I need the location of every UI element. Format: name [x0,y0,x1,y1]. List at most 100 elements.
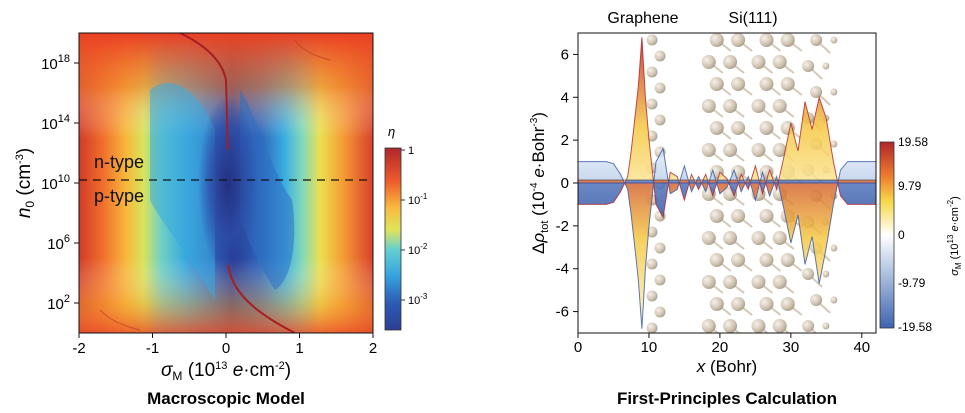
atom [759,209,774,223]
atom [646,322,658,333]
fp-y-tick-label: -6 [556,304,569,321]
atom [772,231,787,245]
eta-colorbar [384,147,402,331]
atom [751,319,766,333]
atom [654,306,666,318]
fp-x-tick-label: 0 [574,339,582,356]
atom [654,114,666,126]
fp-y-tick-label: 4 [561,89,569,106]
atom [802,320,815,332]
fp-x-tick-label: 20 [712,339,729,356]
heatmap-y-ticks: 102 106 1010 1014 1018 [41,53,79,313]
atom [759,253,774,267]
atom [731,33,746,47]
atom [709,77,724,91]
fp-y-ticks: -6 -4 -2 0 2 4 6 [556,46,578,321]
sigma-colorbar [879,141,895,329]
heatmap-x-tick-label: -1 [146,340,159,357]
fp-x-tick-label: 30 [783,339,800,356]
atom [759,33,774,47]
fp-y-tick-label: -4 [556,261,569,278]
negative-charge-fill-lower [578,180,876,329]
fp-y-axis-label: Δρtot (10-4 e·Bohr-3) [529,112,551,254]
atom [830,296,838,304]
eta-tick-1e-3: 10-3 [408,292,428,307]
eta-tick-1e-2: 10-2 [408,242,428,257]
atom [772,99,787,113]
heatmap-y-tick-label: 1014 [41,113,70,133]
atom [723,143,738,157]
eta-tick-1: 1 [408,145,414,157]
atom [822,322,830,330]
atom [822,270,830,278]
charge-density-fills [578,37,876,329]
eta-colorbar-title: η [388,124,395,139]
atom [709,253,724,267]
min-sigma-curve [578,147,876,329]
atom [772,55,787,69]
atom [772,319,787,333]
atom [731,297,746,311]
atom [701,99,716,113]
atom [723,231,738,245]
positive-charge-fill [626,37,838,180]
atom [723,55,738,69]
max-sigma-curve [578,37,876,219]
atom [830,244,838,252]
atom [751,231,766,245]
fp-y-tick-label: 0 [561,175,569,192]
atom [723,275,738,289]
atom [802,60,815,72]
positive-charge-fill-lower [578,180,876,218]
heatmap-y-tick-label: 102 [47,293,70,313]
atom [654,242,666,254]
sigma-tick-zero: 0 [898,228,905,242]
atom [723,319,738,333]
atom [654,274,666,286]
atom [701,55,716,69]
p-type-label: p-type [94,186,144,206]
heatmap-x-ticks: -2 -1 0 1 2 [72,333,377,357]
sigma-tick-neg-half: -9.79 [898,276,926,290]
atom [772,143,787,157]
negative-charge-fill [578,148,876,180]
atom [780,297,795,311]
atom [731,121,746,135]
atom [646,66,658,78]
sigma-colorbar-title: σM (1013 e·cm-2) [946,196,963,276]
atom [810,294,823,306]
atom [830,140,838,148]
atom [759,297,774,311]
graphene-label: Graphene [607,10,678,27]
fp-x-tick-label: 40 [853,339,870,356]
eta-colorbar-ticks: 1 10-1 10-2 10-3 [401,145,428,307]
atom [646,226,658,238]
sigma-tick-min: -19.58 [898,320,932,334]
atom [646,290,658,302]
atom [709,121,724,135]
atom [723,99,738,113]
atom [830,36,838,44]
atom [810,86,823,98]
heatmap-x-axis-label: σM (1013 e·cm-2) [161,360,291,383]
atom [701,319,716,333]
atom [731,209,746,223]
fp-y-tick-label: 6 [561,46,569,63]
sigma-tick-half: 9.79 [898,179,922,193]
heatmap-y-tick-label: 1010 [41,173,70,193]
atom [731,77,746,91]
atom [810,34,823,46]
atom [646,98,658,110]
atom [780,77,795,91]
atom [701,143,716,157]
atom [751,99,766,113]
fp-x-tick-label: 10 [641,339,658,356]
atom [751,143,766,157]
atom [709,209,724,223]
atom [646,258,658,270]
sigma-colorbar-ticks: 19.58 9.79 0 -9.79 -19.58 [898,135,932,334]
atom [822,62,830,70]
heatmap-y-tick-label: 106 [47,233,70,253]
atom [830,88,838,96]
